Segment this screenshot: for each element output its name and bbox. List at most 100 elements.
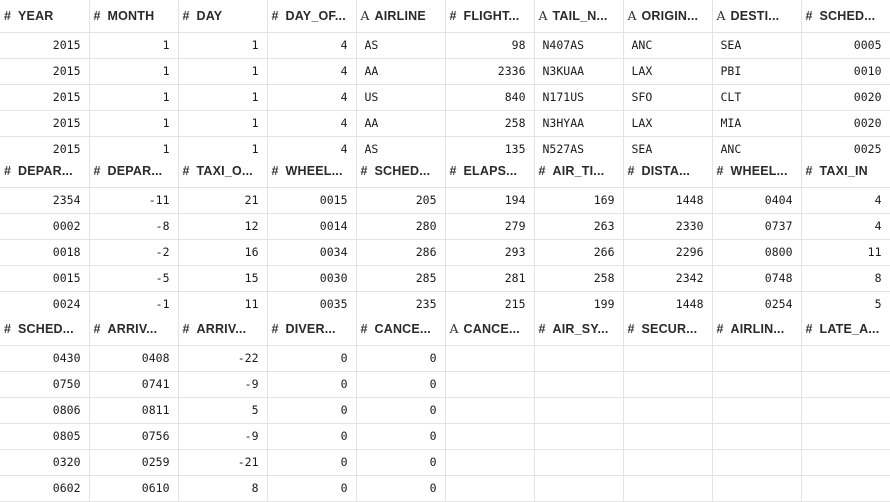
- table-cell[interactable]: 11: [801, 239, 890, 266]
- table-cell[interactable]: 2015: [0, 58, 90, 85]
- table-cell[interactable]: [801, 397, 890, 424]
- table-cell[interactable]: -8: [89, 213, 179, 240]
- table-cell[interactable]: LAX: [623, 110, 713, 137]
- column-header[interactable]: # SCHED...: [0, 313, 90, 346]
- table-cell[interactable]: 0750: [0, 371, 90, 398]
- column-header[interactable]: # WHEEL...: [712, 155, 802, 188]
- table-cell[interactable]: 1: [178, 84, 268, 111]
- column-header[interactable]: # SCHED...: [801, 0, 890, 33]
- column-header[interactable]: # AIR_SY...: [534, 313, 624, 346]
- table-cell[interactable]: [445, 371, 535, 398]
- table-cell[interactable]: 0: [356, 475, 446, 502]
- table-cell[interactable]: 0404: [712, 187, 802, 214]
- table-cell[interactable]: 1: [178, 110, 268, 137]
- table-cell[interactable]: 0: [267, 345, 357, 372]
- table-cell[interactable]: 8: [801, 265, 890, 292]
- table-cell[interactable]: [801, 371, 890, 398]
- column-header[interactable]: # DISTA...: [623, 155, 713, 188]
- table-cell[interactable]: 0018: [0, 239, 90, 266]
- table-cell[interactable]: 0408: [89, 345, 179, 372]
- table-cell[interactable]: [623, 397, 713, 424]
- column-header[interactable]: # AIR_TI...: [534, 155, 624, 188]
- table-cell[interactable]: [712, 449, 802, 476]
- table-cell[interactable]: 0030: [267, 265, 357, 292]
- column-header[interactable]: # CANCE...: [356, 313, 446, 346]
- table-cell[interactable]: 16: [178, 239, 268, 266]
- column-header[interactable]: # WHEEL...: [267, 155, 357, 188]
- column-header[interactable]: # TAXI_O...: [178, 155, 268, 188]
- table-cell[interactable]: AS: [356, 32, 446, 59]
- table-cell[interactable]: -5: [89, 265, 179, 292]
- table-cell[interactable]: 0020: [801, 84, 890, 111]
- table-cell[interactable]: 0010: [801, 58, 890, 85]
- table-cell[interactable]: 2342: [623, 265, 713, 292]
- table-cell[interactable]: N407AS: [534, 32, 624, 59]
- column-header[interactable]: # ELAPS...: [445, 155, 535, 188]
- table-cell[interactable]: [801, 475, 890, 502]
- table-cell[interactable]: 0: [356, 423, 446, 450]
- column-header[interactable]: # DAY: [178, 0, 268, 33]
- table-cell[interactable]: [445, 345, 535, 372]
- table-cell[interactable]: [623, 423, 713, 450]
- table-cell[interactable]: 0: [356, 449, 446, 476]
- table-cell[interactable]: 2015: [0, 84, 90, 111]
- table-cell[interactable]: -9: [178, 371, 268, 398]
- table-cell[interactable]: -2: [89, 239, 179, 266]
- table-cell[interactable]: 4: [267, 84, 357, 111]
- table-cell[interactable]: [534, 423, 624, 450]
- table-cell[interactable]: -11: [89, 187, 179, 214]
- table-cell[interactable]: LAX: [623, 58, 713, 85]
- table-cell[interactable]: AA: [356, 58, 446, 85]
- table-cell[interactable]: [801, 423, 890, 450]
- table-cell[interactable]: [534, 397, 624, 424]
- table-cell[interactable]: 0430: [0, 345, 90, 372]
- table-cell[interactable]: [445, 397, 535, 424]
- table-cell[interactable]: 0800: [712, 239, 802, 266]
- table-cell[interactable]: 280: [356, 213, 446, 240]
- table-cell[interactable]: [534, 345, 624, 372]
- table-cell[interactable]: 2336: [445, 58, 535, 85]
- column-header[interactable]: # YEAR: [0, 0, 90, 33]
- column-header[interactable]: A DESTI...: [712, 0, 802, 33]
- table-cell[interactable]: 2296: [623, 239, 713, 266]
- column-header[interactable]: # TAXI_IN: [801, 155, 890, 188]
- table-cell[interactable]: 263: [534, 213, 624, 240]
- table-cell[interactable]: 1448: [623, 187, 713, 214]
- table-cell[interactable]: 0: [356, 371, 446, 398]
- table-cell[interactable]: 0805: [0, 423, 90, 450]
- table-cell[interactable]: [712, 345, 802, 372]
- table-cell[interactable]: 2354: [0, 187, 90, 214]
- table-cell[interactable]: 2330: [623, 213, 713, 240]
- table-cell[interactable]: 2015: [0, 110, 90, 137]
- table-cell[interactable]: 98: [445, 32, 535, 59]
- table-cell[interactable]: US: [356, 84, 446, 111]
- table-cell[interactable]: 286: [356, 239, 446, 266]
- table-cell[interactable]: [801, 345, 890, 372]
- column-header[interactable]: # SCHED...: [356, 155, 446, 188]
- column-header[interactable]: # ARRIV...: [178, 313, 268, 346]
- table-cell[interactable]: 12: [178, 213, 268, 240]
- table-cell[interactable]: 0020: [801, 110, 890, 137]
- table-cell[interactable]: [534, 475, 624, 502]
- table-cell[interactable]: 4: [801, 213, 890, 240]
- column-header[interactable]: A AIRLINE: [356, 0, 446, 33]
- column-header[interactable]: # MONTH: [89, 0, 179, 33]
- table-cell[interactable]: 21: [178, 187, 268, 214]
- table-cell[interactable]: 2015: [0, 32, 90, 59]
- table-cell[interactable]: 205: [356, 187, 446, 214]
- table-cell[interactable]: ANC: [623, 32, 713, 59]
- table-cell[interactable]: [445, 423, 535, 450]
- table-cell[interactable]: [712, 371, 802, 398]
- table-cell[interactable]: [712, 475, 802, 502]
- table-cell[interactable]: 285: [356, 265, 446, 292]
- table-cell[interactable]: 0014: [267, 213, 357, 240]
- table-cell[interactable]: PBI: [712, 58, 802, 85]
- table-cell[interactable]: 0741: [89, 371, 179, 398]
- table-cell[interactable]: 0: [356, 397, 446, 424]
- column-header[interactable]: # DEPAR...: [0, 155, 90, 188]
- table-cell[interactable]: 0002: [0, 213, 90, 240]
- table-cell[interactable]: [534, 371, 624, 398]
- table-cell[interactable]: 293: [445, 239, 535, 266]
- table-cell[interactable]: 1: [178, 58, 268, 85]
- table-cell[interactable]: N3KUAA: [534, 58, 624, 85]
